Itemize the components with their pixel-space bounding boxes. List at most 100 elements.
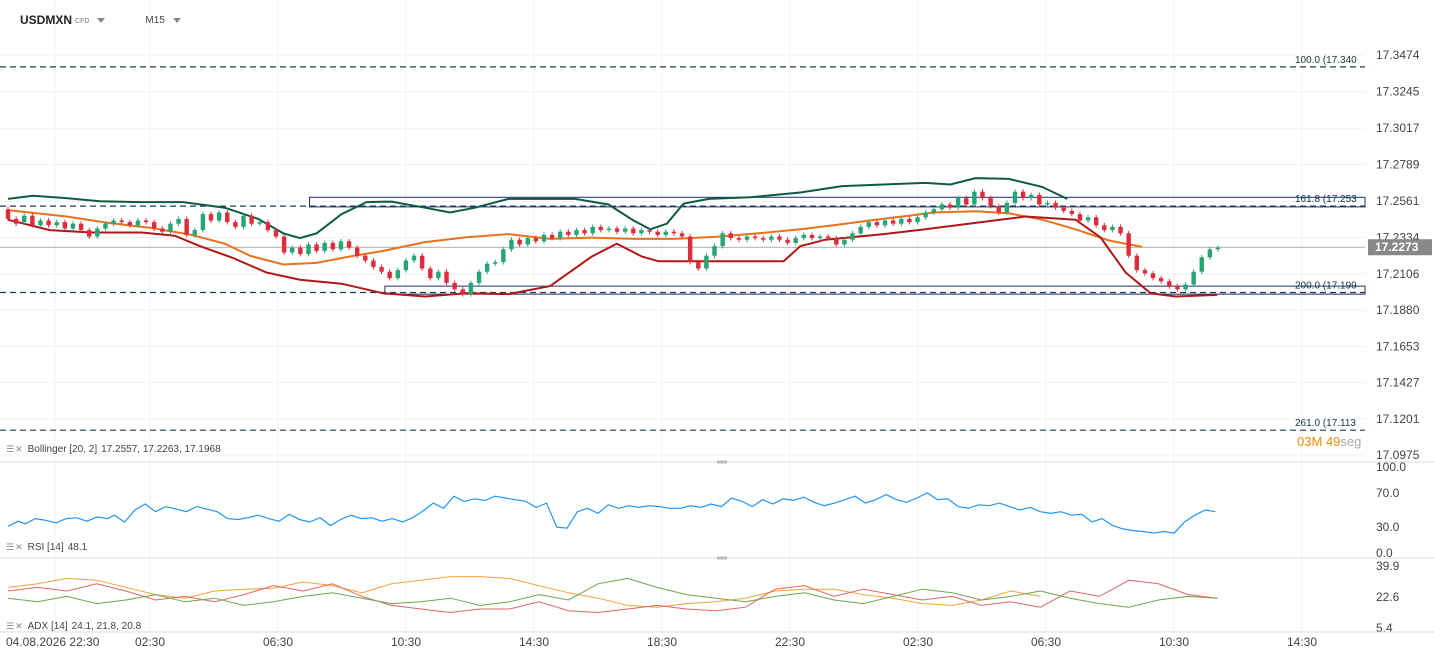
rsi-axis-label: 30.0	[1376, 520, 1400, 534]
candle-body	[761, 238, 766, 240]
candle-body	[712, 246, 717, 256]
candle-body	[103, 223, 108, 229]
current-price-badge	[1368, 239, 1432, 256]
time-axis-label: 04.08.2026 22:30	[6, 635, 100, 649]
time-axis-label: 22:30	[775, 635, 805, 649]
candle-body	[216, 212, 222, 221]
rsi-axis-label: 70.0	[1376, 486, 1400, 500]
candle-body	[679, 233, 685, 237]
candle-body	[972, 191, 977, 205]
rsi-line	[7, 492, 1216, 534]
candle-body	[1029, 194, 1034, 199]
bollinger-middle-band	[7, 209, 1143, 266]
candle-body	[501, 249, 506, 263]
candle-body	[955, 198, 961, 208]
time-axis-label: 18:30	[647, 635, 677, 649]
candle-body	[151, 222, 157, 229]
price-axis-label: 17.1653	[1376, 339, 1420, 353]
timeframe-selector[interactable]: M15	[145, 14, 165, 26]
candle-body	[947, 204, 953, 208]
candle-body	[314, 244, 319, 251]
bollinger-values: 17.2557, 17.2263, 17.1968	[101, 443, 221, 455]
candle-body	[1150, 273, 1156, 279]
candle-body	[720, 233, 725, 247]
symbol-type: CFD	[75, 18, 90, 25]
candle-body	[558, 231, 563, 239]
candle-body	[801, 234, 807, 239]
symbol-name[interactable]: USDMXN	[20, 13, 73, 27]
price-axis-label: 17.2789	[1376, 158, 1420, 172]
candle-body	[1110, 226, 1115, 231]
candle-body	[403, 260, 409, 271]
candle-body	[1215, 247, 1221, 250]
adx-values: 24.1, 21.8, 20.8	[71, 620, 142, 632]
bollinger-bands	[7, 177, 1218, 298]
candle-body	[1199, 257, 1204, 272]
candle-body	[119, 220, 124, 223]
time-axis-label: 10:30	[1159, 635, 1189, 649]
candle-body	[249, 215, 254, 224]
candle-body	[1191, 271, 1196, 285]
time-axis-label: 06:30	[263, 635, 293, 649]
candle-body	[22, 215, 27, 223]
candle-body	[809, 234, 815, 239]
candle-body	[30, 215, 35, 226]
candle-body	[509, 239, 514, 250]
rsi-axis-label: 100.0	[1376, 460, 1406, 474]
candle-body	[1126, 233, 1131, 256]
adx-label: ADX [14]	[27, 620, 68, 632]
candle-body	[915, 217, 920, 223]
indicator-settings-icon[interactable]: ☰✕	[6, 443, 24, 454]
candle-body	[46, 220, 51, 226]
candle-body	[890, 220, 896, 224]
candle-body	[728, 233, 733, 239]
candle-body	[606, 228, 612, 231]
candle-body	[135, 220, 141, 226]
candle-body	[1134, 255, 1139, 271]
candle-body	[842, 239, 847, 245]
candle-body	[1069, 210, 1075, 215]
candle-body	[1053, 202, 1058, 208]
pane-resize-handle	[717, 460, 727, 464]
candle-body	[1142, 270, 1148, 274]
pane-resize-handle	[717, 556, 727, 560]
candle-body	[1004, 202, 1010, 213]
indicator-settings-icon[interactable]: ☰✕	[6, 620, 24, 631]
candle-body	[1020, 191, 1026, 199]
candle-body	[484, 263, 490, 272]
candle-body	[671, 231, 677, 234]
candle-body	[257, 222, 262, 224]
candle-body	[1012, 191, 1018, 203]
candle-body	[1175, 286, 1180, 290]
candle-body	[785, 239, 790, 243]
candle-body	[631, 228, 636, 234]
candle-countdown: 03M 49seg	[1297, 434, 1361, 449]
symbol-dropdown-icon[interactable]	[97, 17, 106, 23]
candle-body	[736, 238, 742, 240]
candle-body	[964, 198, 969, 205]
time-axis-label: 14:30	[519, 635, 549, 649]
candle-body	[363, 255, 368, 261]
rsi-pane: 100.0 70.0 30.0 0.0	[7, 460, 1406, 560]
indicator-settings-icon[interactable]: ☰✕	[6, 541, 24, 552]
fib-level-label: 261.0 (17.113	[1295, 418, 1356, 429]
adx-legend: ☰✕ ADX [14] 24.1, 21.8, 20.8	[6, 619, 141, 633]
rsi-axis-label: 0.0	[1376, 546, 1393, 560]
candle-body	[1167, 281, 1172, 287]
price-axis-label: 17.3245	[1376, 85, 1420, 99]
candle-body	[850, 233, 855, 240]
candle-body	[419, 255, 425, 269]
price-axis-label: 17.3017	[1376, 121, 1420, 135]
candle-body	[460, 289, 465, 295]
countdown-unit: seg	[1340, 434, 1361, 449]
candle-body	[168, 223, 173, 232]
timeframe-dropdown-icon[interactable]	[172, 17, 181, 23]
candle-body	[834, 238, 839, 245]
candle-body	[622, 228, 628, 232]
time-axis-label: 02:30	[135, 635, 165, 649]
candle-body	[70, 223, 76, 229]
symbol-header: USDMXN CFD M15	[20, 10, 181, 30]
candle-body	[874, 222, 880, 226]
candle-body	[549, 234, 555, 239]
